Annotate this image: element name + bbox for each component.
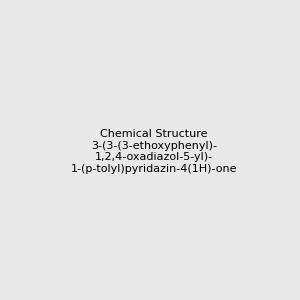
Text: Chemical Structure
3-(3-(3-ethoxyphenyl)-
1,2,4-oxadiazol-5-yl)-
1-(p-tolyl)pyri: Chemical Structure 3-(3-(3-ethoxyphenyl)… xyxy=(70,129,237,174)
